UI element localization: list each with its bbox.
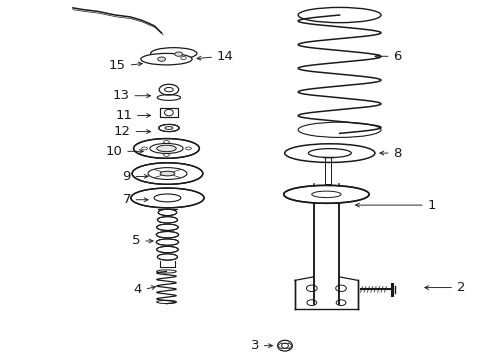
Ellipse shape xyxy=(174,52,182,56)
Ellipse shape xyxy=(132,163,203,184)
Ellipse shape xyxy=(133,139,199,158)
Ellipse shape xyxy=(156,224,178,230)
Ellipse shape xyxy=(158,125,179,132)
Text: 12: 12 xyxy=(114,125,131,138)
Ellipse shape xyxy=(141,53,192,65)
Ellipse shape xyxy=(157,145,176,152)
Text: 15: 15 xyxy=(109,59,126,72)
Ellipse shape xyxy=(156,239,178,245)
Text: 10: 10 xyxy=(105,145,122,158)
Text: 4: 4 xyxy=(133,283,142,296)
Ellipse shape xyxy=(156,231,178,238)
Text: 7: 7 xyxy=(122,193,131,206)
Bar xyxy=(159,108,178,117)
Text: 3: 3 xyxy=(250,339,259,352)
Ellipse shape xyxy=(156,246,178,253)
Text: 6: 6 xyxy=(392,50,401,63)
Text: 2: 2 xyxy=(456,281,464,294)
Ellipse shape xyxy=(308,149,350,157)
Text: 14: 14 xyxy=(216,50,233,63)
Ellipse shape xyxy=(160,171,174,176)
Ellipse shape xyxy=(158,209,176,216)
Ellipse shape xyxy=(157,217,177,223)
Text: 1: 1 xyxy=(427,199,435,212)
Ellipse shape xyxy=(150,48,197,59)
Ellipse shape xyxy=(158,57,165,61)
Ellipse shape xyxy=(283,185,368,203)
Ellipse shape xyxy=(131,188,203,208)
Text: 13: 13 xyxy=(113,89,130,102)
Text: 5: 5 xyxy=(132,234,141,247)
Text: 9: 9 xyxy=(122,170,131,183)
Bar xyxy=(159,108,178,117)
Text: 11: 11 xyxy=(115,109,132,122)
Text: 8: 8 xyxy=(392,147,401,159)
Ellipse shape xyxy=(157,254,177,260)
